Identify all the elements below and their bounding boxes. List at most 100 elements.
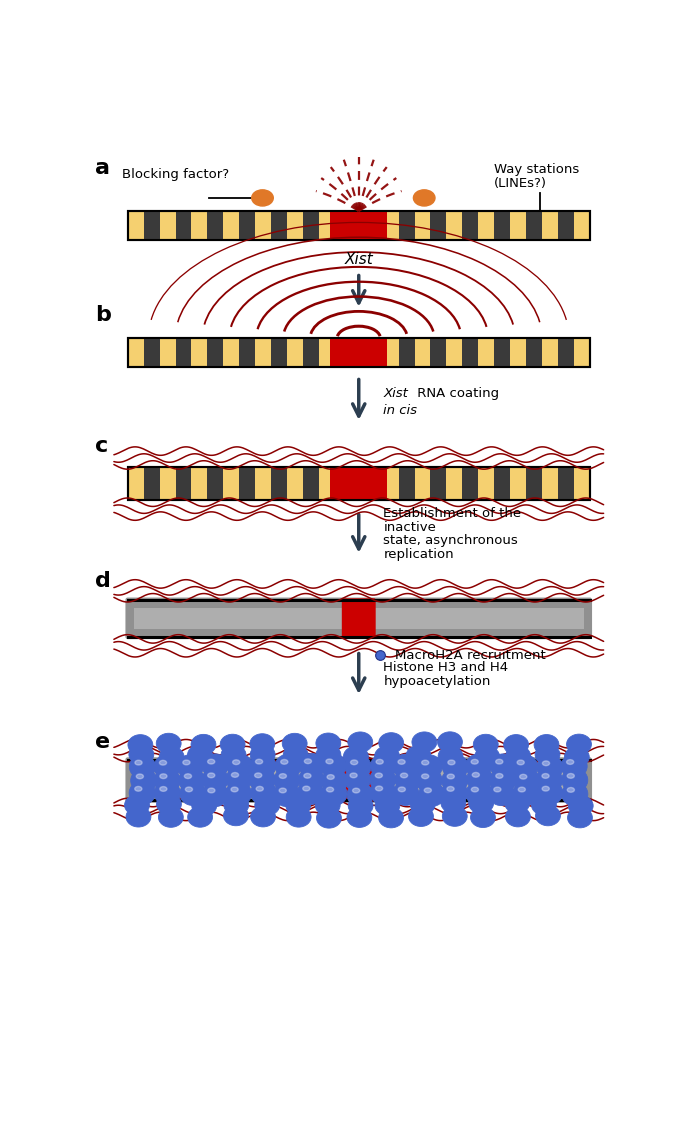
Ellipse shape xyxy=(186,787,192,792)
Bar xyxy=(176,339,192,367)
Ellipse shape xyxy=(531,795,556,816)
Ellipse shape xyxy=(561,783,588,807)
Ellipse shape xyxy=(567,787,575,792)
Bar xyxy=(494,339,510,367)
Ellipse shape xyxy=(566,734,592,754)
Ellipse shape xyxy=(442,782,468,805)
Ellipse shape xyxy=(542,786,550,791)
Ellipse shape xyxy=(447,786,454,792)
Ellipse shape xyxy=(534,735,559,754)
Ellipse shape xyxy=(279,774,286,778)
Ellipse shape xyxy=(279,788,286,793)
Ellipse shape xyxy=(256,759,262,765)
Bar xyxy=(526,211,542,241)
FancyBboxPatch shape xyxy=(342,758,376,802)
Ellipse shape xyxy=(374,746,400,767)
Ellipse shape xyxy=(375,772,382,778)
Ellipse shape xyxy=(284,745,308,766)
Ellipse shape xyxy=(441,793,466,813)
Ellipse shape xyxy=(298,768,324,792)
Ellipse shape xyxy=(321,782,347,805)
Ellipse shape xyxy=(375,786,383,791)
Ellipse shape xyxy=(251,782,276,805)
Text: hypoacetylation: hypoacetylation xyxy=(384,675,491,688)
Ellipse shape xyxy=(535,744,560,765)
Ellipse shape xyxy=(224,795,248,816)
Ellipse shape xyxy=(517,760,524,765)
Ellipse shape xyxy=(255,772,262,778)
Text: Xist: Xist xyxy=(384,387,408,400)
Ellipse shape xyxy=(180,782,206,805)
Ellipse shape xyxy=(304,774,311,778)
Ellipse shape xyxy=(536,780,563,804)
Bar xyxy=(330,339,387,367)
Ellipse shape xyxy=(490,754,517,778)
Ellipse shape xyxy=(225,782,251,805)
Bar xyxy=(207,467,223,500)
Ellipse shape xyxy=(316,733,341,753)
Ellipse shape xyxy=(184,774,192,778)
Ellipse shape xyxy=(160,760,167,766)
Ellipse shape xyxy=(438,746,463,767)
Ellipse shape xyxy=(505,793,530,813)
Ellipse shape xyxy=(221,745,246,765)
Ellipse shape xyxy=(183,760,190,765)
Ellipse shape xyxy=(519,775,527,779)
Text: in cis: in cis xyxy=(384,404,417,417)
Bar xyxy=(462,339,478,367)
Bar xyxy=(176,211,192,241)
Ellipse shape xyxy=(488,782,514,805)
Ellipse shape xyxy=(131,769,157,793)
Ellipse shape xyxy=(177,754,204,778)
Bar xyxy=(462,211,478,241)
Ellipse shape xyxy=(250,754,276,778)
Ellipse shape xyxy=(376,759,383,765)
Bar xyxy=(144,211,160,241)
Ellipse shape xyxy=(466,754,491,778)
Ellipse shape xyxy=(160,774,167,778)
Ellipse shape xyxy=(274,768,300,792)
Ellipse shape xyxy=(202,754,228,778)
Ellipse shape xyxy=(514,769,540,793)
Text: Way stations: Way stations xyxy=(494,164,579,176)
Ellipse shape xyxy=(409,807,433,827)
Ellipse shape xyxy=(178,768,205,792)
Bar xyxy=(176,467,192,500)
Ellipse shape xyxy=(494,787,501,792)
Ellipse shape xyxy=(316,745,341,765)
Ellipse shape xyxy=(442,769,468,793)
Bar xyxy=(127,211,589,241)
Bar xyxy=(526,339,542,367)
Text: e: e xyxy=(95,733,111,752)
Ellipse shape xyxy=(475,746,500,767)
Text: replication: replication xyxy=(384,549,454,561)
Ellipse shape xyxy=(251,807,276,827)
Ellipse shape xyxy=(448,760,455,765)
Ellipse shape xyxy=(512,782,539,805)
Ellipse shape xyxy=(470,808,496,827)
Ellipse shape xyxy=(316,808,342,828)
Ellipse shape xyxy=(567,774,575,778)
Bar xyxy=(558,211,574,241)
Ellipse shape xyxy=(410,794,435,815)
Ellipse shape xyxy=(416,754,442,778)
Bar xyxy=(134,769,584,792)
Ellipse shape xyxy=(304,759,312,763)
Ellipse shape xyxy=(126,807,151,827)
Bar xyxy=(127,339,589,367)
Ellipse shape xyxy=(286,807,311,827)
Ellipse shape xyxy=(400,774,407,778)
Ellipse shape xyxy=(249,768,275,792)
Bar xyxy=(462,467,478,500)
Ellipse shape xyxy=(471,787,479,792)
Ellipse shape xyxy=(208,759,215,765)
Text: MacroH2A recruitment: MacroH2A recruitment xyxy=(395,649,546,662)
Ellipse shape xyxy=(302,786,310,791)
Ellipse shape xyxy=(414,190,435,206)
Ellipse shape xyxy=(353,788,360,793)
Ellipse shape xyxy=(208,772,215,778)
Ellipse shape xyxy=(159,746,184,767)
Ellipse shape xyxy=(130,754,155,779)
Ellipse shape xyxy=(252,190,273,206)
Ellipse shape xyxy=(130,782,155,805)
